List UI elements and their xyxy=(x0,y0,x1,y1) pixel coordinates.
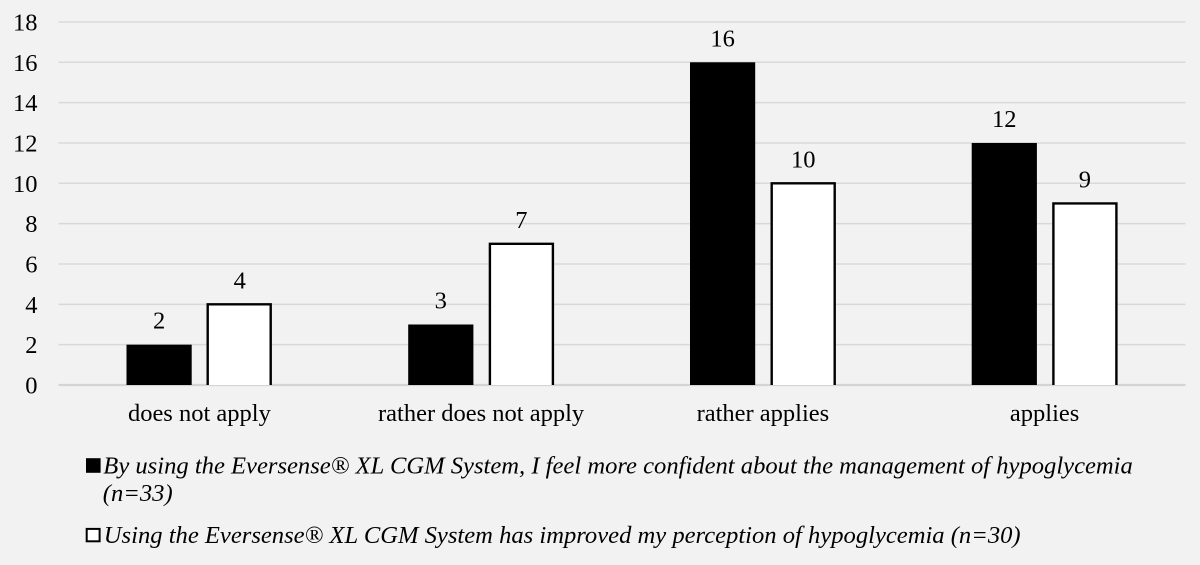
svg-text:2: 2 xyxy=(153,308,165,335)
svg-text:7: 7 xyxy=(515,207,527,234)
svg-text:By using the Eversense® XL CGM: By using the Eversense® XL CGM System, I… xyxy=(103,452,1133,479)
svg-text:4: 4 xyxy=(234,267,246,294)
svg-text:14: 14 xyxy=(13,90,38,117)
svg-text:9: 9 xyxy=(1079,166,1091,193)
svg-text:rather does not apply: rather does not apply xyxy=(378,400,585,427)
svg-text:applies: applies xyxy=(1010,400,1079,427)
svg-text:2: 2 xyxy=(25,332,37,359)
svg-text:10: 10 xyxy=(791,146,816,173)
svg-text:rather applies: rather applies xyxy=(697,400,830,427)
svg-text:12: 12 xyxy=(13,130,38,157)
svg-text:Using the Eversense® XL CGM Sy: Using the Eversense® XL CGM System has i… xyxy=(104,522,1021,549)
svg-text:4: 4 xyxy=(25,292,37,319)
svg-text:(n=33): (n=33) xyxy=(103,480,173,507)
svg-text:18: 18 xyxy=(13,9,38,36)
svg-text:3: 3 xyxy=(435,287,447,314)
svg-text:16: 16 xyxy=(13,50,38,77)
svg-text:6: 6 xyxy=(25,251,37,278)
svg-text:does not apply: does not apply xyxy=(128,400,272,427)
svg-text:10: 10 xyxy=(13,171,38,198)
svg-text:12: 12 xyxy=(992,106,1017,133)
svg-text:16: 16 xyxy=(710,25,735,52)
svg-text:0: 0 xyxy=(25,373,37,400)
svg-text:8: 8 xyxy=(25,211,37,238)
